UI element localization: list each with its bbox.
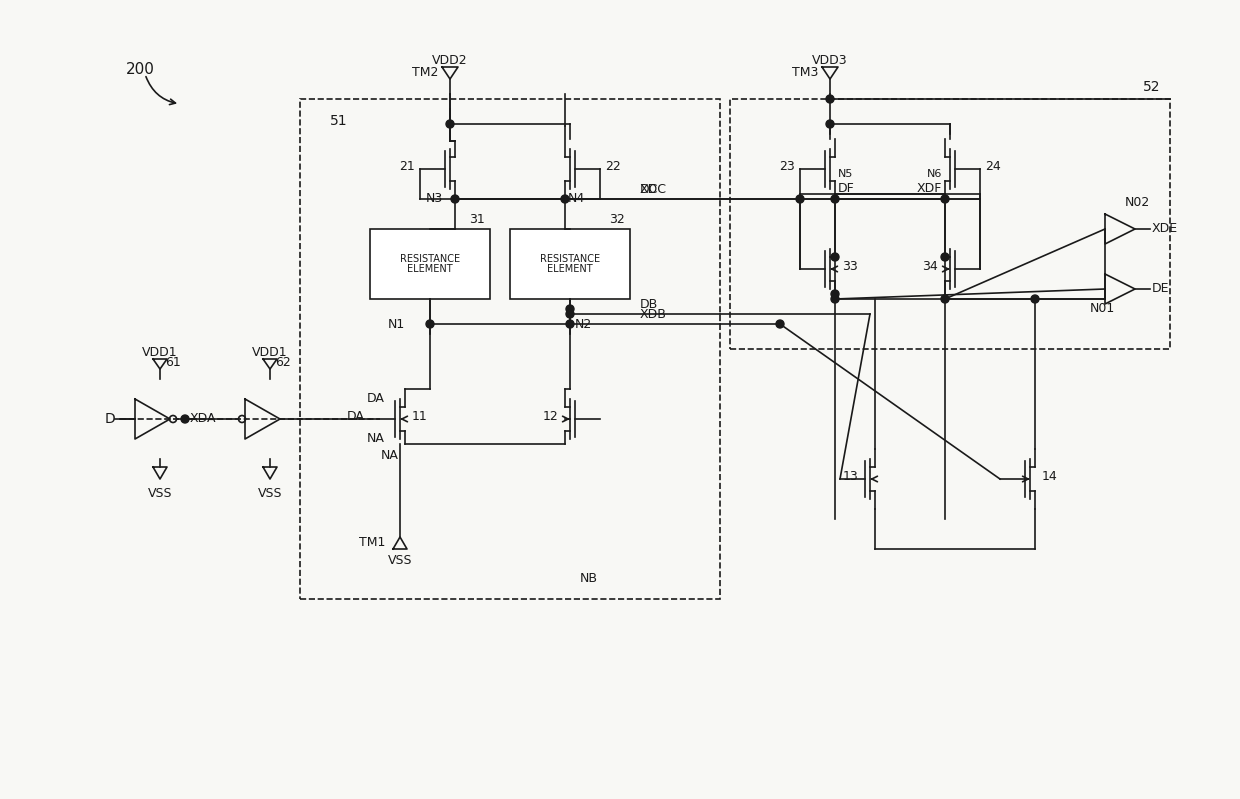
Text: 34: 34 bbox=[923, 260, 937, 272]
Text: VDD1: VDD1 bbox=[143, 346, 177, 359]
Text: N01: N01 bbox=[1090, 303, 1115, 316]
Text: XDE: XDE bbox=[1152, 222, 1178, 236]
Text: VDD2: VDD2 bbox=[433, 54, 467, 67]
Circle shape bbox=[565, 305, 574, 313]
Text: XDC: XDC bbox=[640, 183, 667, 196]
Text: 61: 61 bbox=[165, 356, 181, 368]
Circle shape bbox=[941, 295, 949, 303]
Text: VSS: VSS bbox=[388, 554, 412, 567]
Text: 33: 33 bbox=[842, 260, 858, 272]
Text: DB: DB bbox=[640, 298, 658, 311]
Text: TM3: TM3 bbox=[791, 66, 818, 79]
Text: NB: NB bbox=[580, 573, 598, 586]
Text: 51: 51 bbox=[330, 114, 347, 128]
Circle shape bbox=[1030, 295, 1039, 303]
Text: N02: N02 bbox=[1125, 196, 1151, 209]
Circle shape bbox=[565, 310, 574, 318]
Circle shape bbox=[446, 120, 454, 128]
Circle shape bbox=[826, 95, 835, 103]
Circle shape bbox=[181, 415, 188, 423]
Circle shape bbox=[451, 195, 459, 203]
Text: 13: 13 bbox=[842, 470, 858, 483]
Text: 52: 52 bbox=[1142, 80, 1159, 94]
Text: VSS: VSS bbox=[148, 487, 172, 500]
Text: 32: 32 bbox=[609, 213, 625, 226]
Circle shape bbox=[826, 120, 835, 128]
Text: N2: N2 bbox=[575, 317, 593, 331]
Text: DC: DC bbox=[640, 183, 658, 196]
Text: VDD3: VDD3 bbox=[812, 54, 848, 67]
FancyBboxPatch shape bbox=[370, 229, 490, 299]
Circle shape bbox=[427, 320, 434, 328]
Text: 14: 14 bbox=[1042, 470, 1058, 483]
Circle shape bbox=[831, 290, 839, 298]
Text: NA: NA bbox=[367, 432, 384, 446]
Text: XDA: XDA bbox=[190, 412, 217, 426]
Text: 24: 24 bbox=[985, 160, 1001, 173]
Text: XDB: XDB bbox=[640, 308, 667, 321]
Text: N4: N4 bbox=[568, 193, 585, 205]
Text: XDF: XDF bbox=[916, 182, 942, 196]
Circle shape bbox=[565, 320, 574, 328]
Circle shape bbox=[831, 195, 839, 203]
Text: DE: DE bbox=[1152, 283, 1169, 296]
Text: VSS: VSS bbox=[258, 487, 283, 500]
Text: N6: N6 bbox=[926, 169, 942, 179]
Text: 62: 62 bbox=[275, 356, 290, 368]
Circle shape bbox=[796, 195, 804, 203]
Text: DF: DF bbox=[838, 182, 854, 196]
Text: N1: N1 bbox=[388, 317, 405, 331]
Circle shape bbox=[941, 195, 949, 203]
Text: 200: 200 bbox=[125, 62, 155, 77]
Text: RESISTANCE: RESISTANCE bbox=[539, 254, 600, 264]
Text: 31: 31 bbox=[469, 213, 485, 226]
Text: ELEMENT: ELEMENT bbox=[407, 264, 453, 274]
Circle shape bbox=[941, 253, 949, 261]
Text: 22: 22 bbox=[605, 160, 621, 173]
Text: DA: DA bbox=[347, 410, 365, 423]
Text: ELEMENT: ELEMENT bbox=[547, 264, 593, 274]
Text: RESISTANCE: RESISTANCE bbox=[401, 254, 460, 264]
Text: 11: 11 bbox=[412, 410, 428, 423]
Text: 23: 23 bbox=[779, 160, 795, 173]
FancyBboxPatch shape bbox=[510, 229, 630, 299]
Text: D: D bbox=[104, 412, 115, 426]
Circle shape bbox=[831, 295, 839, 303]
Text: 21: 21 bbox=[399, 160, 415, 173]
Text: TM2: TM2 bbox=[412, 66, 438, 79]
Circle shape bbox=[560, 195, 569, 203]
Text: N5: N5 bbox=[838, 169, 853, 179]
Circle shape bbox=[776, 320, 784, 328]
Text: NA: NA bbox=[381, 449, 399, 462]
Circle shape bbox=[831, 253, 839, 261]
Text: DA: DA bbox=[367, 392, 384, 406]
Text: N3: N3 bbox=[425, 193, 443, 205]
Text: 12: 12 bbox=[542, 410, 558, 423]
Text: TM1: TM1 bbox=[358, 536, 384, 550]
Text: VDD1: VDD1 bbox=[252, 346, 288, 359]
